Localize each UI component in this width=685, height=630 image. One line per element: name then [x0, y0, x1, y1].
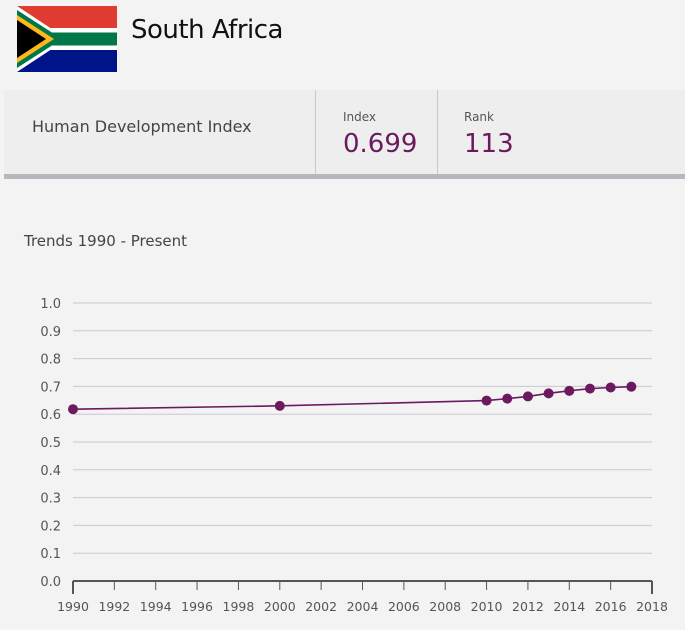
data-point: [68, 404, 78, 415]
x-tick-label: 1992: [98, 599, 130, 614]
index-label: Index: [343, 110, 377, 124]
rank-label: Rank: [464, 110, 494, 124]
y-tick-label: 0.7: [40, 380, 61, 395]
divider: [437, 90, 438, 174]
data-point: [522, 391, 533, 402]
y-tick-label: 0.9: [40, 325, 61, 340]
x-tick-label: 2016: [595, 599, 627, 614]
y-tick-label: 0.3: [40, 492, 61, 507]
y-tick-label: 0.4: [40, 464, 61, 479]
x-tick-label: 2018: [636, 599, 668, 614]
x-tick-label: 2008: [429, 599, 461, 614]
country-name: South Africa: [131, 15, 283, 45]
y-tick-label: 0.8: [40, 353, 61, 368]
data-point: [626, 381, 637, 392]
y-tick-label: 0.1: [40, 547, 61, 562]
data-point: [605, 382, 616, 393]
y-tick-label: 0.5: [40, 436, 61, 451]
x-tick-label: 2002: [305, 599, 337, 614]
x-tick-label: 1998: [223, 599, 255, 614]
x-axis-ticks: 1990 1992 1994 1996 1998 2000 2002 2004 2006 2008…: [57, 581, 668, 614]
hdi-series: [68, 381, 637, 415]
data-point: [481, 395, 492, 406]
trends-title: Trends 1990 - Present: [24, 232, 188, 250]
x-tick-label: 1990: [57, 599, 89, 614]
divider: [315, 90, 316, 174]
y-tick-label: 0.6: [40, 408, 61, 423]
x-tick-label: 2012: [512, 599, 544, 614]
series-line: [72, 385, 632, 410]
y-tick-label: 1.0: [40, 297, 61, 312]
x-tick-label: 1994: [140, 599, 172, 614]
x-tick-label: 2004: [347, 599, 379, 614]
x-tick-label: 2006: [388, 599, 420, 614]
y-tick-label: 0.0: [40, 575, 61, 590]
x-tick-label: 2000: [264, 599, 296, 614]
y-axis-ticks: 0.0 0.1 0.2 0.3 0.4 0.5 0.6 0.7 0.8 0.9 1.0: [40, 297, 61, 590]
south-africa-flag: [17, 6, 117, 72]
gridlines: [73, 302, 652, 554]
data-point: [543, 388, 554, 399]
rank-value: 113: [464, 129, 514, 159]
hdi-label: Human Development Index: [32, 117, 252, 136]
index-value: 0.699: [343, 129, 418, 159]
x-tick-label: 2010: [471, 599, 503, 614]
x-tick-label: 1996: [181, 599, 213, 614]
data-point: [584, 383, 595, 394]
x-tick-label: 2014: [553, 599, 585, 614]
hdi-summary-panel: Human Development Index Index 0.699 Rank…: [4, 90, 685, 179]
data-point: [502, 393, 513, 404]
data-point: [564, 385, 575, 396]
data-point: [274, 400, 285, 411]
y-tick-label: 0.2: [40, 519, 61, 534]
